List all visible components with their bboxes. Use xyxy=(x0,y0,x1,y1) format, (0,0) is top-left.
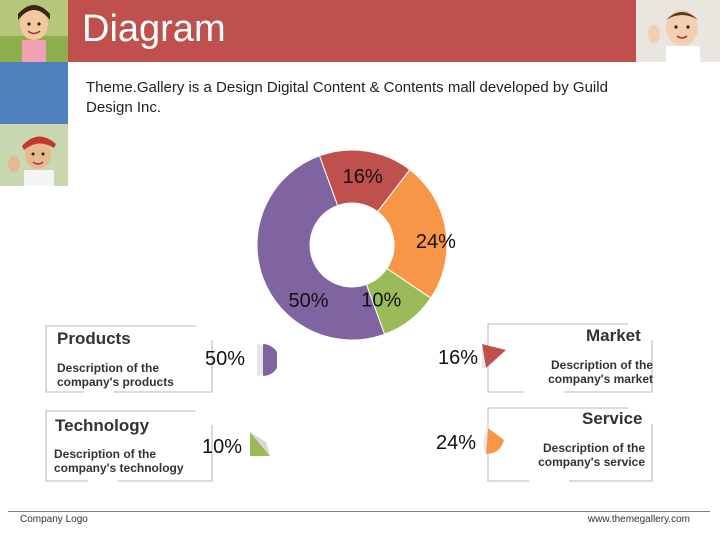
products-mini-pie-icon xyxy=(257,344,277,376)
products-box-frame xyxy=(45,325,213,393)
donut-label-market: 16% xyxy=(343,166,383,188)
donut-slice-service xyxy=(376,168,448,299)
child-photo-top-left xyxy=(0,0,68,62)
market-value: 16% xyxy=(438,347,479,369)
technology-description: Description of the company's technology xyxy=(54,447,184,475)
market-mini-pie-icon xyxy=(482,344,506,368)
technology-mini-pie-icon xyxy=(250,432,270,456)
side-accent-block xyxy=(0,62,68,124)
service-title: Service xyxy=(582,409,643,428)
footer-divider xyxy=(8,511,710,512)
market-box-frame xyxy=(487,323,653,393)
service-box-frame xyxy=(487,407,653,482)
market-title: Market xyxy=(586,326,641,345)
intro-text: Theme.Gallery is a Design Digital Conten… xyxy=(86,79,608,116)
service-value: 24% xyxy=(436,432,477,454)
child-photo-left xyxy=(0,124,68,186)
products-value: 50% xyxy=(205,348,246,370)
technology-title: Technology xyxy=(55,416,150,435)
service-description: Description of the company's service xyxy=(538,441,645,469)
donut-label-products: 50% xyxy=(288,290,328,312)
donut-label-technology: 10% xyxy=(361,290,401,312)
page-title: Diagram xyxy=(82,8,226,50)
company-logo: Company Logo xyxy=(20,514,88,525)
header-bar xyxy=(68,0,636,62)
donut-label-service: 24% xyxy=(416,231,456,253)
service-mini-pie-icon xyxy=(483,428,504,454)
child-photo-top-right xyxy=(636,0,720,62)
products-title: Products xyxy=(57,329,131,348)
technology-value: 10% xyxy=(202,436,243,458)
technology-box-frame xyxy=(45,410,213,482)
website-link[interactable]: www.themegallery.com xyxy=(587,514,690,525)
donut-hole xyxy=(311,204,393,286)
donut-chart: 16% 24% 10% 50% xyxy=(256,149,456,341)
donut-slice-products xyxy=(256,155,386,341)
market-description: Description of the company's market xyxy=(548,358,653,386)
products-description: Description of the company's products xyxy=(57,361,174,389)
